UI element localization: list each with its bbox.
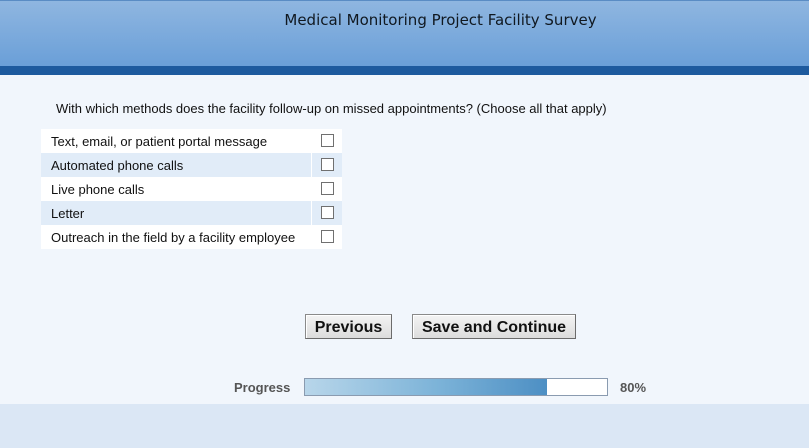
option-row[interactable]: Text, email, or patient portal message: [41, 129, 342, 153]
progress-bar-fill: [305, 379, 547, 395]
option-checkbox-letter[interactable]: [321, 206, 334, 219]
option-checkbox-cell: [311, 177, 342, 201]
option-label: Outreach in the field by a facility empl…: [51, 230, 296, 245]
option-row[interactable]: Letter: [41, 201, 342, 225]
option-checkbox-live-calls[interactable]: [321, 182, 334, 195]
option-row[interactable]: Automated phone calls: [41, 153, 342, 177]
option-checkbox-text-email-portal[interactable]: [321, 134, 334, 147]
option-row[interactable]: Live phone calls: [41, 177, 342, 201]
progress-label: Progress: [234, 380, 291, 395]
question-text: With which methods does the facility fol…: [56, 101, 607, 116]
options-list: Text, email, or patient portal message A…: [41, 129, 342, 249]
option-checkbox-automated-calls[interactable]: [321, 158, 334, 171]
option-label: Text, email, or patient portal message: [51, 134, 268, 149]
save-and-continue-button[interactable]: Save and Continue: [412, 314, 576, 339]
option-checkbox-field-outreach[interactable]: [321, 230, 334, 243]
page-title: Medical Monitoring Project Facility Surv…: [284, 11, 597, 29]
header-divider: [0, 66, 809, 75]
option-label: Automated phone calls: [51, 158, 184, 173]
survey-header: Medical Monitoring Project Facility Surv…: [0, 0, 809, 66]
progress-percent: 80%: [620, 380, 647, 395]
option-label: Letter: [51, 206, 85, 221]
footer-band: [0, 404, 809, 448]
option-row[interactable]: Outreach in the field by a facility empl…: [41, 225, 342, 249]
option-label: Live phone calls: [51, 182, 145, 197]
option-checkbox-cell: [311, 201, 342, 225]
option-checkbox-cell: [311, 225, 342, 249]
option-checkbox-cell: [311, 153, 342, 177]
option-checkbox-cell: [311, 129, 342, 153]
progress-bar: [304, 378, 608, 396]
previous-button[interactable]: Previous: [305, 314, 392, 339]
